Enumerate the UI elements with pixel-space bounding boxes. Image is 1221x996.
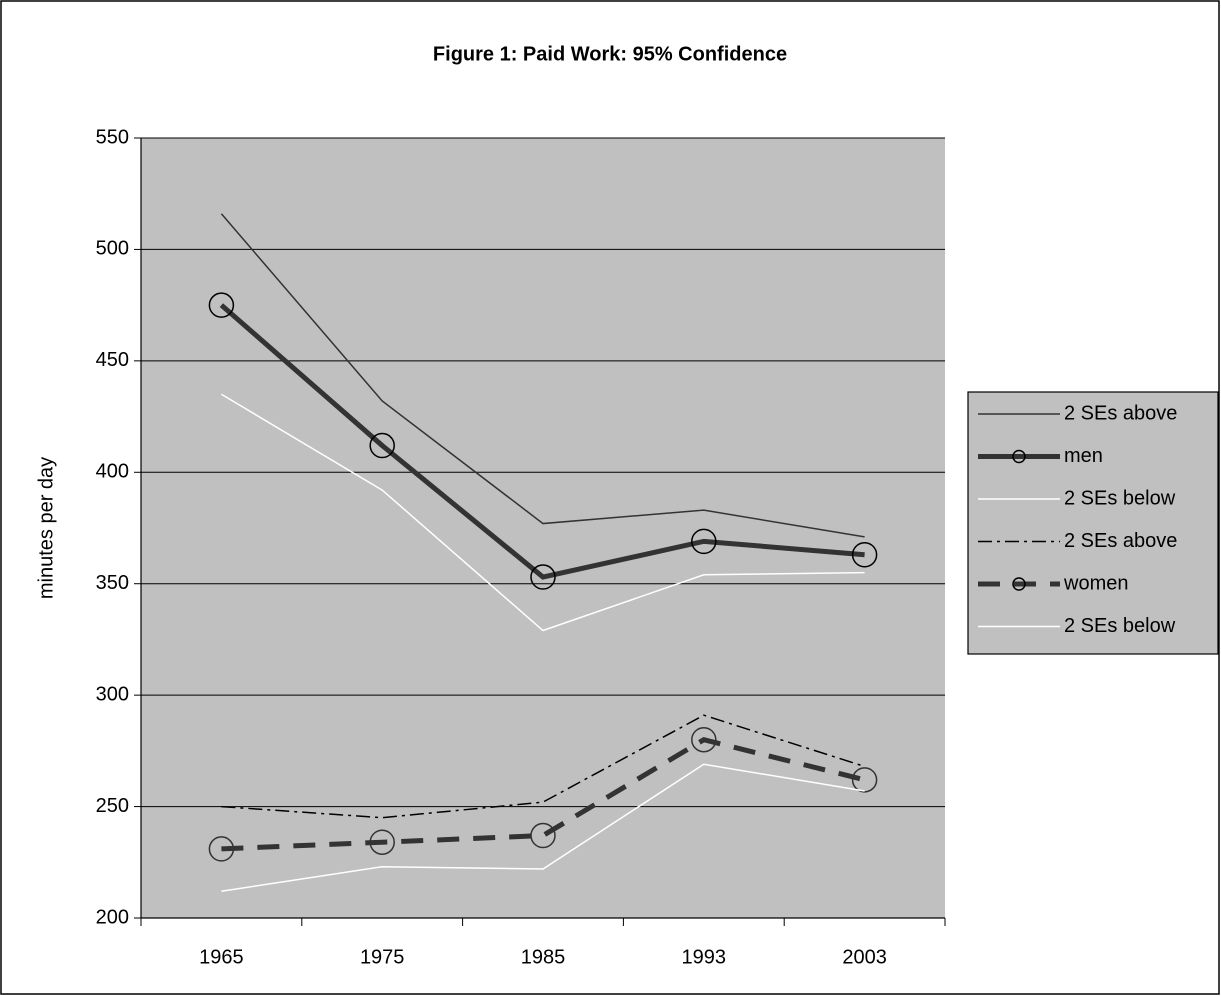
point-marker <box>369 829 395 855</box>
legend-marker <box>1012 449 1026 464</box>
x-tick-label: 1975 <box>360 946 405 968</box>
legend-label: 2 SEs above <box>1064 402 1177 424</box>
y-tick-label: 250 <box>96 795 129 817</box>
x-tick-label: 2003 <box>842 946 887 968</box>
legend-label: 2 SEs below <box>1064 615 1176 637</box>
x-tick-label: 1965 <box>199 946 244 968</box>
series-line <box>221 714 865 819</box>
legend-label: 2 SEs above <box>1064 530 1177 552</box>
chart-title: Figure 1: Paid Work: 95% Confidence <box>433 43 787 65</box>
point-marker <box>369 432 395 459</box>
legend-label: men <box>1064 445 1103 467</box>
point-marker <box>208 292 235 318</box>
y-tick-label: 200 <box>96 906 129 928</box>
x-tick-label: 1993 <box>682 946 727 968</box>
point-marker <box>208 836 235 862</box>
series-line <box>221 393 865 632</box>
point-marker <box>691 726 717 753</box>
series-line <box>219 303 865 580</box>
legend-marker <box>1012 577 1026 591</box>
y-tick-label: 550 <box>96 126 129 148</box>
point-marker <box>530 564 556 590</box>
legend-box <box>967 391 1219 655</box>
legend-label: 2 SEs below <box>1064 487 1176 509</box>
plot-area <box>141 138 945 918</box>
x-tick-label: 1985 <box>521 946 566 968</box>
y-tick-label: 450 <box>96 349 129 371</box>
point-marker <box>851 767 878 793</box>
y-axis-label: minutes per day <box>35 457 57 599</box>
series-line <box>220 213 865 538</box>
y-tick-label: 300 <box>96 683 129 705</box>
point-marker <box>691 528 717 555</box>
legend-label: women <box>1063 572 1128 594</box>
y-tick-label: 500 <box>96 238 129 260</box>
y-tick-label: 350 <box>96 572 129 594</box>
point-marker <box>851 541 878 568</box>
series-line <box>221 763 865 892</box>
point-marker <box>530 822 556 849</box>
y-tick-label: 400 <box>96 461 129 483</box>
